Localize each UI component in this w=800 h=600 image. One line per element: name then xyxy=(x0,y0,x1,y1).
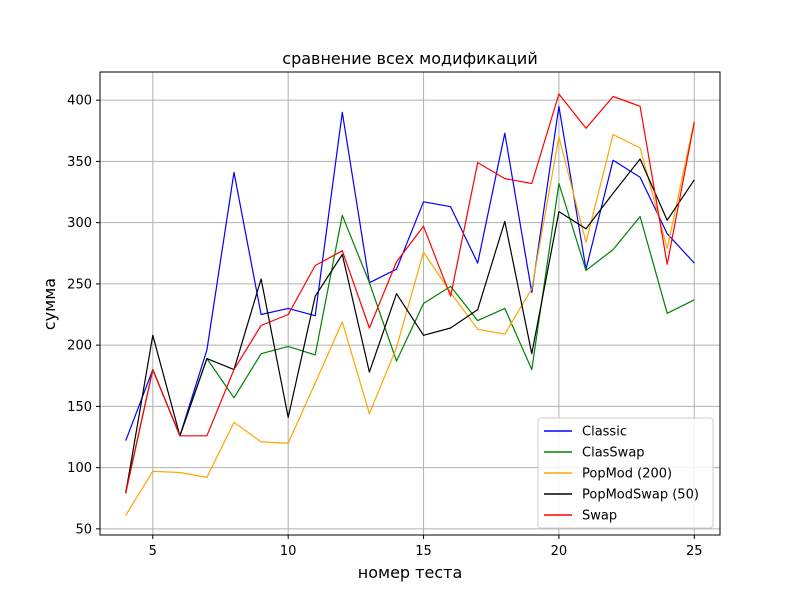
series-line-classwap xyxy=(125,182,695,493)
legend-label: PopModSwap (50) xyxy=(582,488,699,503)
y-tick-label: 150 xyxy=(67,400,92,415)
series-line-popmodswap-50 xyxy=(125,158,695,494)
x-tick-label: 25 xyxy=(686,544,703,559)
series-line-swap xyxy=(125,93,695,494)
x-tick-label: 15 xyxy=(415,544,432,559)
plot-series xyxy=(125,93,695,516)
y-tick-label: 400 xyxy=(67,94,92,109)
x-tick-label: 20 xyxy=(551,544,568,559)
legend-label: Classic xyxy=(582,425,627,440)
axis-ticks: 5 10 15 20 25 50 100 150 200 250 300 350 400 xyxy=(67,94,702,559)
x-tick-label: 10 xyxy=(280,544,297,559)
chart-title: сравнение всех модификаций xyxy=(282,49,537,68)
axes-frame xyxy=(99,71,721,536)
legend-label: PopMod (200) xyxy=(582,467,672,482)
y-tick-label: 100 xyxy=(67,461,92,476)
x-axis-label: номер теста xyxy=(358,563,463,582)
y-tick-label: 300 xyxy=(67,216,92,231)
legend-label: ClasSwap xyxy=(582,446,645,461)
legend: Classic ClasSwap PopMod (200) PopModSwap (5… xyxy=(537,417,714,529)
legend-label: Swap xyxy=(582,509,617,524)
y-tick-label: 200 xyxy=(67,339,92,354)
legend-items: Classic ClasSwap PopMod (200) PopModSwap (5… xyxy=(544,425,699,524)
legend-box xyxy=(537,417,714,529)
y-tick-label: 350 xyxy=(67,155,92,170)
y-tick-label: 250 xyxy=(67,277,92,292)
series-line-popmod-200 xyxy=(125,120,695,516)
y-tick-label: 50 xyxy=(75,522,92,537)
x-tick-label: 5 xyxy=(149,544,157,559)
y-axis-label: сумма xyxy=(40,278,59,330)
series-line-classic xyxy=(125,105,695,441)
